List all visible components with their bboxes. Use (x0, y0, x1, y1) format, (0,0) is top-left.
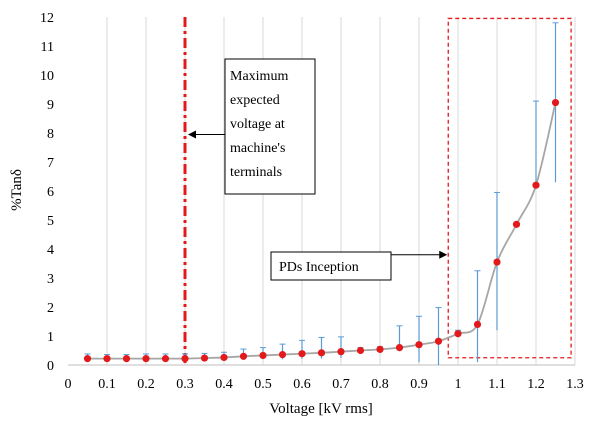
data-series (83, 98, 560, 363)
x-tick-label: 1.3 (566, 377, 584, 392)
pd-inception-region (447, 17, 572, 359)
data-point (395, 344, 404, 352)
grid-lines (106, 17, 576, 365)
x-tick-label: 0.1 (98, 377, 116, 392)
y-tick-label: 3 (47, 272, 54, 287)
series-line (87, 102, 557, 360)
data-point (142, 355, 150, 363)
data-point (512, 220, 521, 228)
data-point (493, 258, 501, 266)
data-point (161, 355, 170, 363)
max-voltage-annotation-text: Maximum (230, 69, 288, 84)
y-tick-label: 11 (41, 40, 54, 55)
annotations: Maximum expected voltage at machine's termin… (183, 17, 572, 365)
data-point (220, 353, 228, 362)
data-point (415, 341, 423, 349)
x-tick-label: 0.7 (332, 377, 350, 392)
y-tick-label: 2 (47, 301, 54, 316)
pd-inception-annotation-box (270, 251, 392, 281)
x-tick-label: 0 (65, 377, 72, 392)
y-tick-label: 12 (40, 11, 54, 26)
data-point (83, 355, 92, 363)
max-voltage-annotation-text: voltage at (230, 117, 285, 132)
data-point (181, 355, 189, 363)
x-tick-label: 0.9 (410, 377, 428, 392)
max-voltage-annotation-text: machine's (230, 141, 285, 156)
data-point (473, 320, 482, 328)
data-point (434, 337, 443, 345)
x-tick-label: 0.5 (254, 377, 272, 392)
x-tick-labels: 0 0.1 0.2 0.3 0.4 0.5 0.6 0.7 0.8 0.9 1 1.1 1.2 1.3 (65, 377, 584, 392)
data-point (337, 348, 345, 356)
data-point (532, 181, 540, 189)
y-tick-label: 5 (47, 214, 54, 229)
x-tick-label: 0.3 (176, 377, 194, 392)
y-axis-title: %Tanδ (9, 169, 25, 211)
data-point (317, 349, 326, 357)
y-tick-label: 0 (47, 359, 54, 374)
data-point (356, 346, 365, 355)
data-point (551, 98, 560, 107)
max-voltage-annotation-box (224, 58, 316, 195)
data-point (239, 352, 248, 360)
x-axis-title: Voltage [kV rms] (269, 401, 373, 417)
y-tick-label: 10 (40, 69, 54, 84)
x-tick-label: 0.2 (137, 377, 155, 392)
y-tick-label: 9 (47, 98, 54, 113)
data-point (200, 354, 209, 362)
pd-inception-arrow-head (439, 250, 448, 259)
error-bars (84, 22, 559, 365)
x-tick-label: 1 (455, 377, 462, 392)
data-point (122, 355, 131, 363)
x-tick-label: 0.6 (293, 377, 311, 392)
max-voltage-arrow-head (188, 130, 196, 139)
pd-inception-annotation-text: PDs Inception (279, 260, 359, 275)
max-voltage-annotation-text: terminals (230, 165, 282, 180)
y-tick-label: 1 (47, 330, 54, 345)
x-tick-label: 0.4 (215, 377, 233, 392)
max-voltage-annotation-text: expected (230, 93, 280, 108)
y-tick-label: 8 (47, 127, 54, 142)
data-point (259, 351, 267, 360)
y-tick-label: 4 (47, 243, 54, 258)
data-point (376, 345, 384, 353)
y-tick-label: 6 (47, 185, 54, 200)
x-tick-label: 0.8 (371, 377, 389, 392)
data-point (278, 350, 287, 359)
data-point (103, 355, 111, 363)
data-point (298, 350, 306, 358)
y-tick-label: 7 (47, 156, 54, 171)
x-tick-label: 1.1 (488, 377, 506, 392)
data-point (454, 330, 462, 338)
x-tick-label: 1.2 (527, 377, 545, 392)
